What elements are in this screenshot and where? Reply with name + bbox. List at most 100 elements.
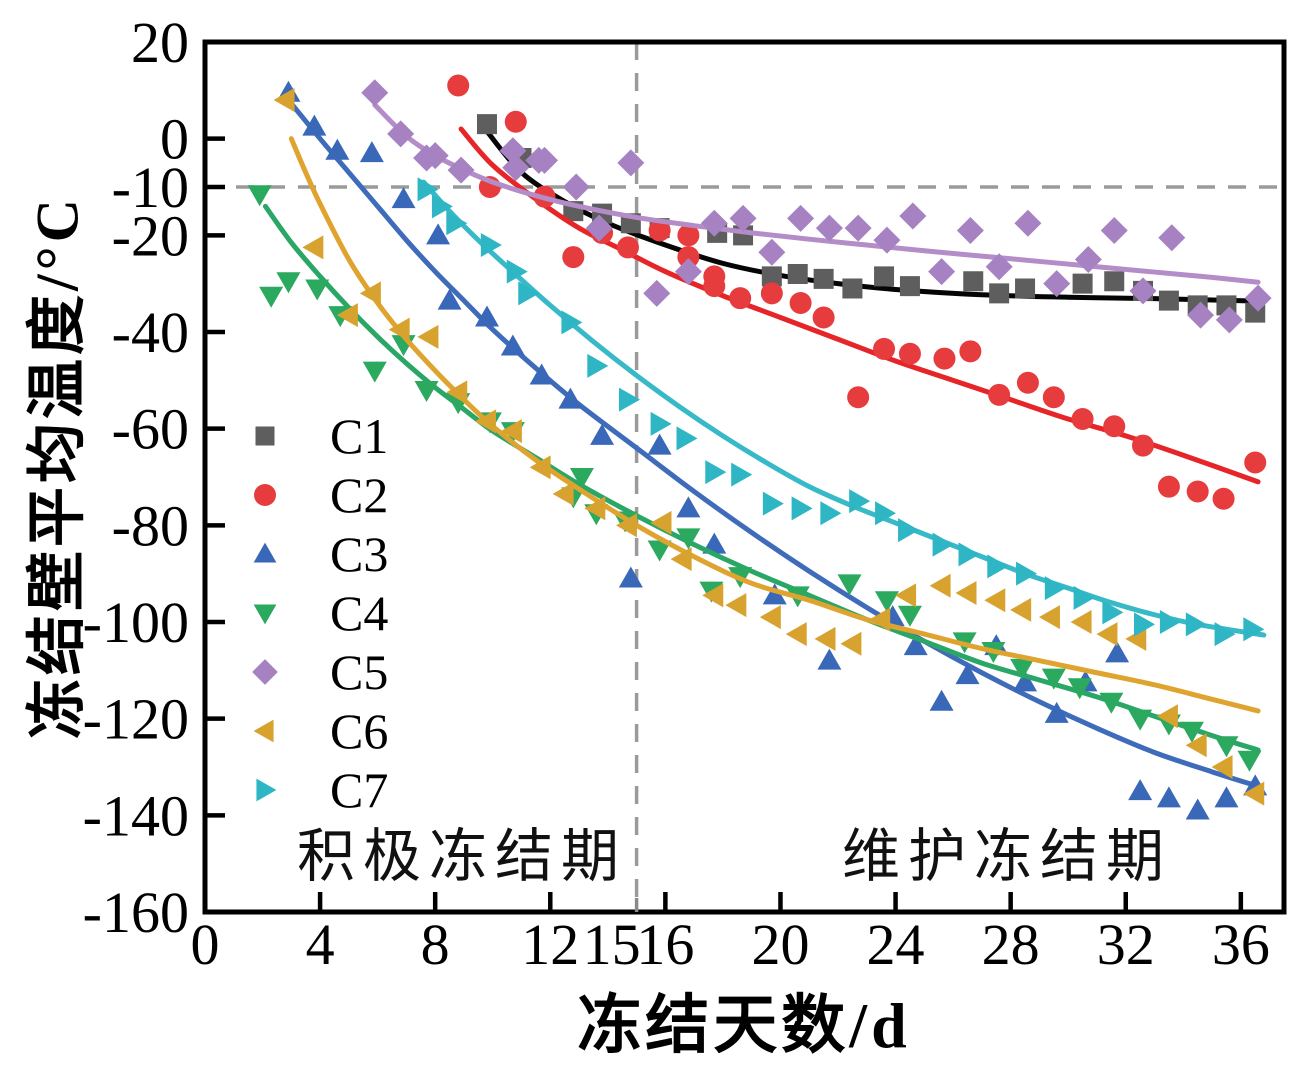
data-point-C5: [956, 217, 984, 244]
data-point-C2: [677, 224, 700, 247]
data-point-C6: [759, 605, 781, 630]
data-point-C2: [760, 282, 783, 305]
data-point-C7: [791, 496, 813, 521]
data-point-C4: [414, 381, 439, 402]
data-point-C5: [1215, 306, 1243, 334]
y-tick-label: -60: [112, 397, 189, 462]
data-point-C5: [447, 156, 475, 184]
data-point-C1: [874, 266, 895, 287]
data-point-C3: [929, 689, 954, 711]
data-point-C2: [933, 347, 956, 370]
data-point-C2: [1071, 408, 1094, 430]
data-point-C7: [820, 501, 842, 526]
data-point-C7: [587, 353, 609, 378]
data-point-C5: [421, 142, 449, 170]
data-point-C5: [815, 214, 843, 242]
data-point-C4: [676, 528, 701, 550]
data-point-C6: [584, 496, 606, 521]
data-point-C6: [895, 583, 917, 608]
data-point-C1: [842, 278, 863, 299]
data-point-C7: [1243, 617, 1265, 642]
y-special-tick-label: -10: [112, 155, 189, 220]
data-point-C5: [387, 120, 415, 148]
data-point-C3: [437, 288, 462, 310]
data-point-C6: [1038, 605, 1060, 630]
data-point-C7: [1044, 576, 1066, 601]
data-point-C3: [500, 334, 525, 356]
data-point-C2: [847, 386, 870, 409]
y-tick-label: 0: [160, 107, 189, 172]
data-point-C6: [446, 380, 468, 405]
legend-item-C2: C2: [252, 465, 388, 524]
data-point-C7: [932, 532, 954, 557]
data-point-C6: [1156, 704, 1178, 729]
data-point-C3: [1044, 701, 1069, 723]
x-tick-label: 24: [867, 912, 925, 977]
data-point-C7: [875, 501, 897, 526]
data-point-C7: [1016, 561, 1038, 586]
data-point-C7: [731, 462, 753, 487]
data-point-C4: [247, 185, 272, 207]
data-point-C6: [336, 303, 358, 328]
data-point-C2: [504, 110, 527, 133]
data-point-C3: [618, 566, 643, 588]
data-point-C3: [955, 663, 980, 685]
diamond-icon: [252, 658, 278, 685]
x-tick-label: 8: [421, 912, 450, 977]
data-point-C7: [987, 554, 1009, 579]
legend-label: C6: [330, 702, 389, 759]
data-point-C7: [762, 491, 784, 516]
legend-label: C1: [330, 407, 389, 464]
x-tick-label: 16: [636, 912, 694, 977]
data-point-C6: [1211, 755, 1233, 779]
triangle-up-icon: [252, 541, 278, 567]
data-point-C6: [302, 235, 324, 260]
data-point-C7: [1159, 610, 1181, 634]
data-point-C3: [474, 305, 499, 327]
data-point-C2: [703, 275, 726, 298]
data-point-C5: [1100, 217, 1128, 244]
data-point-C1: [989, 283, 1010, 304]
data-point-C2: [959, 340, 982, 363]
legend: C1 C2 C3 C4 C5 C6 C7: [252, 406, 388, 819]
data-point-C5: [928, 258, 956, 286]
data-point-C6: [529, 455, 551, 480]
data-point-C4: [1041, 668, 1066, 690]
data-point-C6: [359, 281, 381, 306]
data-point-C3: [1214, 786, 1239, 808]
data-point-C4: [259, 286, 284, 308]
data-point-C2: [789, 292, 812, 314]
data-point-C4: [874, 591, 899, 613]
data-point-C7: [1185, 612, 1207, 637]
data-point-C7: [1073, 585, 1095, 610]
data-point-C6: [1243, 781, 1265, 806]
triangle-left-icon: [252, 718, 278, 744]
data-point-C2: [873, 337, 896, 360]
data-point-C5: [1043, 270, 1071, 298]
data-point-C6: [417, 324, 439, 349]
data-point-C6: [388, 317, 410, 342]
data-point-C7: [898, 518, 920, 543]
data-point-C4: [362, 361, 387, 383]
triangle-down-icon: [252, 600, 278, 626]
data-point-C5: [643, 279, 671, 307]
data-point-C6: [670, 547, 692, 572]
data-point-C2: [1132, 434, 1155, 457]
data-point-C6: [615, 513, 637, 538]
legend-label: C5: [330, 643, 389, 700]
data-point-C5: [499, 137, 527, 165]
data-point-C6: [702, 583, 724, 608]
data-point-C3: [590, 423, 615, 445]
data-point-C7: [1134, 612, 1156, 637]
data-point-C5: [1158, 224, 1186, 252]
data-point-C7: [958, 542, 980, 567]
data-point-C2: [988, 383, 1011, 406]
data-point-C5: [674, 258, 702, 286]
data-point-C1: [1072, 273, 1093, 294]
data-point-C6: [1185, 733, 1207, 758]
fit-curve-C5: [372, 102, 1261, 285]
data-point-C3: [903, 634, 928, 656]
data-point-C1: [476, 114, 497, 135]
x-tick-label: 4: [306, 912, 335, 977]
data-point-C1: [899, 276, 920, 297]
